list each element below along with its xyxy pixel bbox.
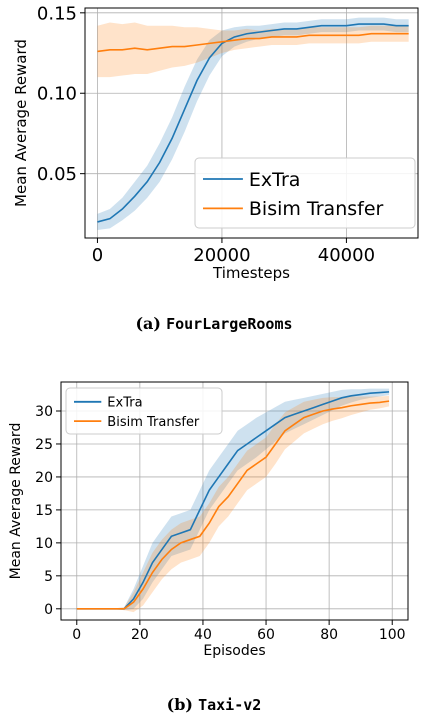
chart-fourlargerooms: 0 20000 40000 0.05 0.10 0.15 Timesteps Mean Ave… (12, 3, 419, 282)
legend-label-bisim-transfer: Bisim Transfer (107, 415, 200, 430)
legend-label-extra: ExTra (249, 169, 301, 191)
caption-a: (a) FourLargeRooms (0, 314, 428, 333)
x-tick-label: 20 (131, 627, 149, 643)
series-line-extra (97, 23, 409, 223)
x-tick-label: 40 (194, 627, 212, 643)
y-tick-label: 10 (35, 536, 53, 552)
x-tick-label: 100 (379, 627, 406, 643)
x-axis-label: Episodes (203, 643, 265, 659)
y-tick-label: 5 (44, 569, 53, 585)
legend-label-extra: ExTra (107, 395, 142, 410)
y-tick-label: 0.10 (37, 84, 77, 105)
x-tick-label: 20000 (193, 245, 250, 266)
y-tick-label: 0.15 (37, 3, 77, 24)
y-tick-label: 20 (35, 470, 53, 486)
y-tick-label: 0 (44, 602, 53, 618)
y-tick-label: 0.05 (37, 164, 77, 185)
series-band-bisim-transfer (97, 22, 409, 78)
series-line-bisim-transfer (97, 32, 409, 53)
chart-taxi-v2: 0 20 40 60 80 100 0 5 10 15 20 25 30 Episodes Mean Ave… (8, 381, 409, 659)
caption-a-label: (a) (135, 314, 161, 333)
series-line-bisim-transfer (76, 400, 390, 610)
y-tick-label: 25 (35, 437, 53, 453)
plot-frame (84, 7, 419, 239)
caption-b-name: Taxi-v2 (198, 696, 262, 714)
x-tick-label: 0 (72, 627, 81, 643)
series-band-extra (97, 17, 409, 230)
x-tick-label: 80 (320, 627, 338, 643)
y-tick-label: 30 (35, 404, 53, 420)
x-axis-label: Timesteps (212, 264, 290, 282)
series-band-extra (76, 388, 390, 611)
y-tick-label: 15 (35, 503, 53, 519)
legend-box (65, 387, 223, 435)
x-tick-label: 0 (92, 245, 103, 266)
y-axis-label: Mean Average Reward (12, 39, 30, 207)
plot-frame (60, 381, 409, 621)
y-axis-label: Mean Average Reward (8, 423, 24, 580)
legend-label-bisim-transfer: Bisim Transfer (249, 198, 384, 220)
legend-box (194, 157, 416, 229)
caption-a-name: FourLargeRooms (166, 315, 293, 333)
x-tick-label: 40000 (318, 245, 375, 266)
x-tick-label: 60 (257, 627, 275, 643)
series-line-extra (76, 391, 390, 610)
caption-b: (b) Taxi-v2 (0, 695, 428, 714)
caption-b-label: (b) (166, 695, 193, 714)
